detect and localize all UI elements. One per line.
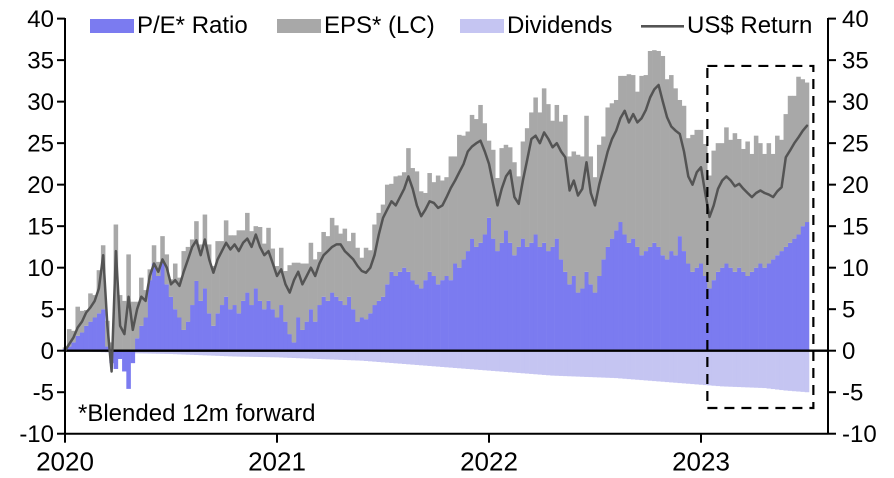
y-tick-label-right: 20: [842, 172, 869, 199]
y-tick-label-left: 25: [27, 131, 54, 158]
legend: P/E* Ratio EPS* (LC) Dividends US$ Retur…: [90, 12, 812, 39]
y-tick-label-right: -10: [842, 421, 877, 448]
y-tick-label-left: 0: [41, 338, 54, 365]
y-tick-label-right: 25: [842, 131, 869, 158]
y-tick-label-left: 10: [27, 255, 54, 282]
y-tick-label-left: -10: [19, 421, 54, 448]
x-tick-label: 2023: [672, 447, 730, 477]
dividends-bars: [66, 350, 810, 393]
y-tick-label-left: 30: [27, 89, 54, 116]
usd-return-legend-label: US$ Return: [687, 12, 812, 39]
y-tick-label-right: -5: [842, 380, 863, 407]
dividends-legend-label: Dividends: [507, 12, 612, 39]
y-tick-label-right: 10: [842, 255, 869, 282]
y-tick-label-left: 5: [41, 297, 54, 324]
x-tick-label: 2020: [36, 447, 94, 477]
x-tick-label: 2022: [460, 447, 518, 477]
y-tick-label-left: 35: [27, 48, 54, 75]
usd-return-line-swatch: [641, 25, 684, 28]
highlight-box: [706, 64, 815, 410]
footnote: *Blended 12m forward: [78, 400, 315, 427]
y-tick-label-right: 15: [842, 214, 869, 241]
x-tick-label: 2021: [248, 447, 306, 477]
y-tick-label-right: 5: [842, 297, 855, 324]
dividends-swatch: [460, 19, 504, 33]
pe-ratio-bars: [62, 217, 810, 389]
eps-swatch: [277, 19, 321, 33]
y-tick-label-left: -5: [33, 380, 54, 407]
y-tick-label-right: 30: [842, 89, 869, 116]
pe-ratio-swatch: [90, 19, 134, 33]
pe-ratio-legend-label: P/E* Ratio: [137, 12, 248, 39]
y-tick-label-left: 15: [27, 214, 54, 241]
usd-return-line: [63, 83, 809, 373]
y-tick-label-right: 0: [842, 338, 855, 365]
eps-legend-label: EPS* (LC): [324, 12, 435, 39]
y-tick-label-left: 20: [27, 172, 54, 199]
y-tick-label-right: 40: [842, 6, 869, 33]
y-tick-label-right: 35: [842, 48, 869, 75]
y-tick-label-left: 40: [27, 6, 54, 33]
